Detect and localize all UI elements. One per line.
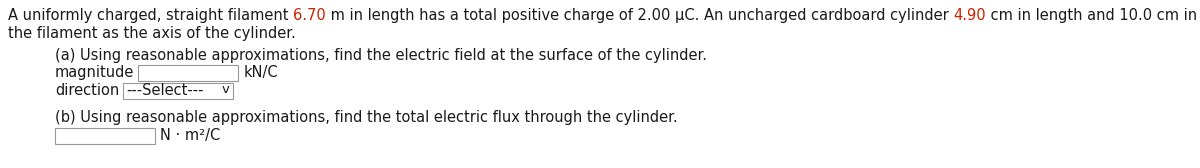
Text: direction: direction (55, 83, 119, 98)
Bar (124, 83, 233, 99)
Text: kN/C: kN/C (244, 65, 278, 80)
Text: A uniformly charged, straight filament: A uniformly charged, straight filament (8, 8, 293, 23)
Text: v: v (221, 83, 229, 96)
Text: cm in length and 10.0 cm in radius surrounds the filament at its center, with: cm in length and 10.0 cm in radius surro… (986, 8, 1200, 23)
Bar (138, 65, 239, 81)
Text: N · m²/C: N · m²/C (160, 128, 221, 143)
Text: the filament as the axis of the cylinder.: the filament as the axis of the cylinder… (8, 26, 295, 41)
Bar (55, 128, 155, 144)
Text: 4.90: 4.90 (953, 8, 986, 23)
Text: (b) Using reasonable approximations, find the total electric flux through the cy: (b) Using reasonable approximations, fin… (55, 110, 678, 125)
Text: 6.70: 6.70 (293, 8, 326, 23)
Text: ---Select---: ---Select--- (126, 83, 204, 98)
Text: m in length has a total positive charge of 2.00 μC. An uncharged cardboard cylin: m in length has a total positive charge … (326, 8, 953, 23)
Text: magnitude: magnitude (55, 65, 134, 80)
Text: (a) Using reasonable approximations, find the electric field at the surface of t: (a) Using reasonable approximations, fin… (55, 48, 707, 63)
